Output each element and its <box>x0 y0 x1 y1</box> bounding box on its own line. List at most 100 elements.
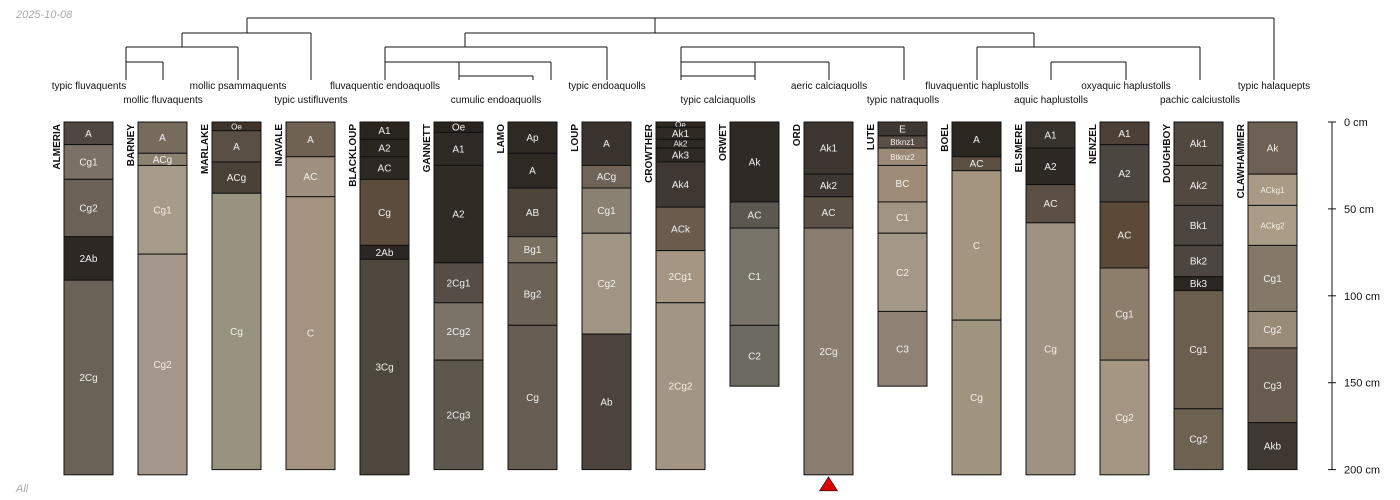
taxon-label: typic natraquolls <box>867 95 939 106</box>
horizon-rect <box>433 164 484 264</box>
horizon-rect <box>1025 184 1076 224</box>
horizon-label: Cg1 <box>597 206 616 217</box>
horizon-rect <box>359 258 410 476</box>
horizon-label: Cg <box>970 393 983 404</box>
taxon-label: pachic calciustolls <box>1160 95 1240 106</box>
horizon-label: Ak1 <box>1190 139 1208 150</box>
horizon-label: Btknz1 <box>890 138 915 147</box>
horizon-label: AC <box>1044 199 1058 210</box>
horizon-rect <box>729 227 780 326</box>
horizon-rect <box>507 121 558 154</box>
horizon-label: E <box>899 124 906 135</box>
horizon-label: 2Cg2 <box>669 382 693 393</box>
horizon-rect <box>1247 244 1298 312</box>
horizon-label: Cg <box>526 393 539 404</box>
horizon-rect <box>63 178 114 238</box>
profile-clawhammer: Ak ACkg1 ACkg2 Cg1 Cg2 Cg3 Akb CLAWHAMMER <box>1236 121 1298 471</box>
profile-name: BOEL <box>940 124 951 152</box>
horizon-label: A <box>529 166 536 177</box>
taxon-label: aquic haplustolls <box>1014 95 1088 106</box>
profile-name: ORD <box>792 124 803 146</box>
horizon-label: Oe <box>675 121 686 130</box>
horizon-label: Cg1 <box>1263 274 1282 285</box>
horizon-label: Cg2 <box>79 204 98 215</box>
horizon-label: Ak1 <box>672 129 690 140</box>
horizon-rect <box>1025 147 1076 186</box>
horizon-label: AC <box>1118 230 1132 241</box>
horizon-rect <box>1173 408 1224 471</box>
taxon-label: typic endoaquolls <box>568 81 645 92</box>
horizon-label: A <box>85 129 92 140</box>
horizon-rect <box>285 121 336 158</box>
horizon-label: Ak <box>1267 144 1280 155</box>
horizon-label: Bg2 <box>524 290 542 301</box>
horizon-label: 2Cg <box>79 373 97 384</box>
horizon-rect <box>1173 164 1224 206</box>
horizon-rect <box>137 253 188 476</box>
footer-label: All <box>15 483 29 495</box>
depth-tick-label: 200 cm <box>1344 465 1380 477</box>
horizon-label: A1 <box>378 126 391 137</box>
horizon-label: A1 <box>452 144 465 155</box>
horizon-rect <box>655 250 706 304</box>
horizon-label: AC <box>378 164 392 175</box>
profile-inavale: A AC C INAVALE <box>274 121 336 471</box>
horizon-rect <box>211 130 262 163</box>
horizon-rect <box>1247 347 1298 424</box>
horizon-rect <box>63 236 114 281</box>
horizon-label: Cg1 <box>153 205 172 216</box>
horizon-label: Oe <box>452 123 466 134</box>
taxon-label: typic calciaquolls <box>680 95 755 106</box>
horizon-rect <box>729 121 780 203</box>
profile-name: LUTE <box>866 124 877 150</box>
horizon-label: Cg <box>1044 344 1057 355</box>
horizon-rect <box>581 333 632 471</box>
horizon-label: C <box>973 241 980 252</box>
horizon-rect <box>877 164 928 203</box>
taxon-label: mollic fluvaquents <box>123 95 202 106</box>
profile-name: DOUGHBOY <box>1162 124 1173 183</box>
depth-tick-label: 150 cm <box>1344 378 1380 390</box>
profile-name: CROWTHER <box>644 123 655 183</box>
horizon-label: C <box>307 329 314 340</box>
horizon-rect <box>433 262 484 304</box>
horizon-label: AC <box>822 208 836 219</box>
depth-tick-label: 100 cm <box>1344 291 1380 303</box>
profile-marlake: Oe A ACg Cg MARLAKE <box>200 121 262 471</box>
horizon-label: Ab <box>600 397 613 408</box>
profile-boel: A AC C Cg BOEL <box>940 121 1002 476</box>
profile-orwet: Ak AC C1 C2 ORWET <box>718 121 780 387</box>
horizon-label: Cg2 <box>1115 413 1134 424</box>
profile-elsmere: A1 A2 AC Cg ELSMERE <box>1014 121 1076 476</box>
horizon-label: Ak1 <box>820 144 838 155</box>
depth-axis: 0 cm 50 cm 100 cm 150 cm 200 cm <box>1328 117 1380 477</box>
horizon-label: C3 <box>896 344 909 355</box>
horizon-rect <box>1099 144 1150 203</box>
horizon-rect <box>729 201 780 229</box>
horizon-rect <box>507 236 558 264</box>
horizon-label: A <box>307 135 314 146</box>
horizon-label: 2Cg2 <box>447 327 471 338</box>
horizon-rect <box>803 196 854 229</box>
horizon-rect <box>951 121 1002 158</box>
horizon-label: Cg1 <box>79 157 98 168</box>
horizon-rect <box>1247 422 1298 471</box>
horizon-label: Cg2 <box>1263 325 1282 336</box>
horizon-label: 3Cg <box>375 363 393 374</box>
horizon-label: A2 <box>1044 162 1057 173</box>
horizon-label: Bk2 <box>1190 257 1208 268</box>
taxon-label: fluvaquentic haplustolls <box>925 81 1028 92</box>
horizon-rect <box>581 187 632 234</box>
taxonomy-labels: typic fluvaquents mollic fluvaquents molli… <box>52 81 1310 106</box>
horizon-rect <box>1247 310 1298 349</box>
horizon-rect <box>211 161 262 194</box>
profile-name: LAMO <box>496 124 507 154</box>
horizon-rect <box>1173 121 1224 166</box>
profile-doughboy: Ak1 Ak2 Bk1 Bk2 Bk3 Cg1 Cg2 DOUGHBOY <box>1162 121 1224 471</box>
horizon-label: 2Cg1 <box>447 278 471 289</box>
horizon-label: Ak2 <box>674 140 688 149</box>
horizon-rect <box>433 359 484 471</box>
profile-name: BLACKLOUP <box>348 124 359 187</box>
horizon-label: AC <box>748 210 762 221</box>
